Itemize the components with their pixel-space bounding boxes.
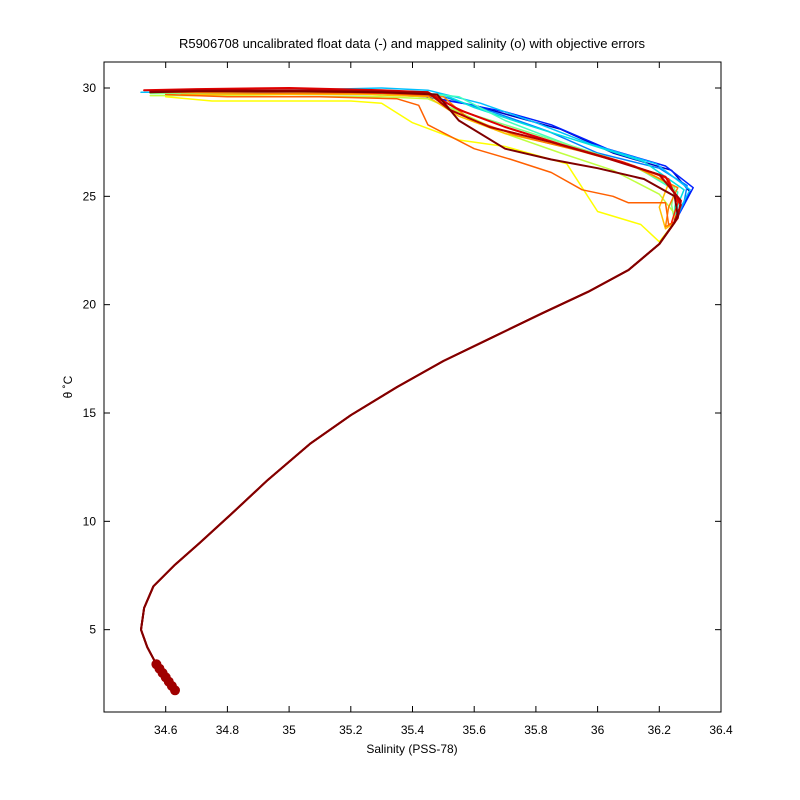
y-tick-label: 5 [89, 623, 96, 637]
x-axis: 34.6 34.8 35 35.2 35.4 35.6 35.8 36 36.2 36.4 [154, 62, 733, 737]
y-tick-label: 25 [83, 189, 97, 203]
x-tick-label: 34.6 [154, 723, 178, 737]
x-tick-label: 35.6 [463, 723, 487, 737]
x-tick-label: 36 [591, 723, 605, 737]
x-axis-label: Salinity (PSS-78) [366, 742, 457, 756]
chart-title: R5906708 uncalibrated float data (-) and… [179, 36, 646, 51]
y-axis-label: θ ˚C [61, 375, 75, 398]
x-tick-label: 36.4 [709, 723, 733, 737]
y-tick-label: 20 [83, 298, 97, 312]
x-tick-label: 35 [282, 723, 296, 737]
x-tick-label: 35.8 [524, 723, 548, 737]
profile-line [140, 90, 679, 692]
x-tick-label: 35.2 [339, 723, 363, 737]
plot-area [140, 87, 694, 696]
y-axis: 5 10 15 20 25 30 [83, 81, 721, 637]
x-tick-label: 35.4 [401, 723, 425, 737]
y-tick-label: 30 [83, 81, 97, 95]
x-tick-label: 36.2 [648, 723, 672, 737]
y-tick-label: 15 [83, 406, 97, 420]
mapped-salinity-marker [170, 685, 180, 696]
y-tick-label: 10 [83, 514, 97, 528]
x-tick-label: 34.8 [216, 723, 240, 737]
